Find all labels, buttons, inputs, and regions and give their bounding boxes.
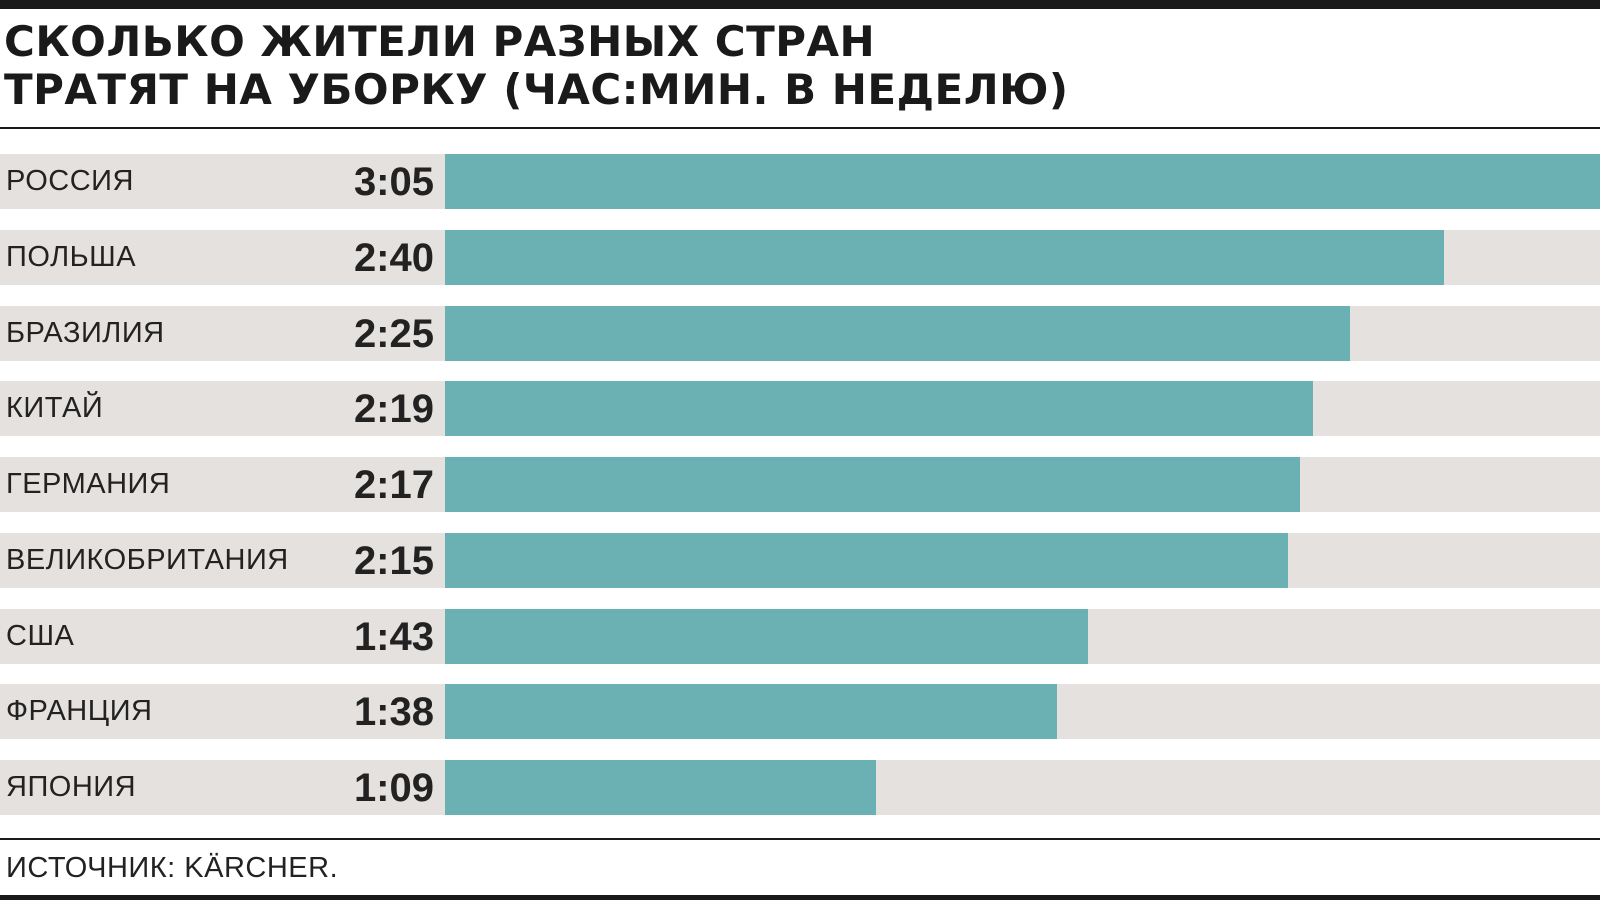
- chart-row: США 1:43: [0, 609, 1600, 664]
- source-note: ИСТОЧНИК: KÄRCHER.: [6, 852, 339, 884]
- data-label: 2:17: [353, 463, 434, 507]
- source-rule: [0, 838, 1600, 840]
- chart-title-line-2: ТРАТЯТ НА УБОРКУ (ЧАС:МИН. В НЕДЕЛЮ): [4, 65, 1069, 114]
- chart-row: КИТАЙ 2:19: [0, 381, 1600, 436]
- footer-rule: [0, 895, 1600, 900]
- top-rule: [0, 0, 1600, 9]
- bar: [445, 230, 1444, 285]
- data-label: 3:05: [353, 160, 434, 204]
- data-label: 2:40: [353, 236, 434, 280]
- category-label: РОССИЯ: [6, 165, 134, 197]
- category-label: ПОЛЬША: [6, 241, 137, 273]
- category-label: ВЕЛИКОБРИТАНИЯ: [6, 544, 289, 576]
- chart-row: ГЕРМАНИЯ 2:17: [0, 457, 1600, 512]
- chart-row: ВЕЛИКОБРИТАНИЯ 2:15: [0, 533, 1600, 588]
- chart-row: РОССИЯ 3:05: [0, 154, 1600, 209]
- bar: [445, 760, 876, 815]
- category-label: ЯПОНИЯ: [6, 771, 137, 803]
- chart-row: БРАЗИЛИЯ 2:25: [0, 306, 1600, 361]
- bar: [445, 381, 1313, 436]
- bar: [445, 684, 1057, 739]
- data-label: 2:25: [353, 312, 434, 356]
- data-label: 1:38: [353, 690, 434, 734]
- chart-row: ЯПОНИЯ 1:09: [0, 760, 1600, 815]
- category-label: ГЕРМАНИЯ: [6, 468, 171, 500]
- bar: [445, 533, 1288, 588]
- data-label: 2:15: [353, 539, 434, 583]
- bar: [445, 306, 1350, 361]
- category-label: США: [6, 620, 75, 652]
- chart-title: СКОЛЬКО ЖИТЕЛИ РАЗНЫХ СТРАН ТРАТЯТ НА УБ…: [4, 18, 1584, 114]
- category-label: ФРАНЦИЯ: [6, 695, 153, 727]
- chart-title-line-1: СКОЛЬКО ЖИТЕЛИ РАЗНЫХ СТРАН: [4, 17, 876, 66]
- bar: [445, 609, 1088, 664]
- data-label: 1:09: [353, 766, 434, 810]
- title-rule: [0, 127, 1600, 129]
- bar: [445, 154, 1600, 209]
- data-label: 2:19: [353, 387, 434, 431]
- data-label: 1:43: [353, 615, 434, 659]
- category-label: КИТАЙ: [6, 392, 104, 424]
- category-label: БРАЗИЛИЯ: [6, 317, 165, 349]
- chart-row: ПОЛЬША 2:40: [0, 230, 1600, 285]
- bar: [445, 457, 1300, 512]
- chart-row: ФРАНЦИЯ 1:38: [0, 684, 1600, 739]
